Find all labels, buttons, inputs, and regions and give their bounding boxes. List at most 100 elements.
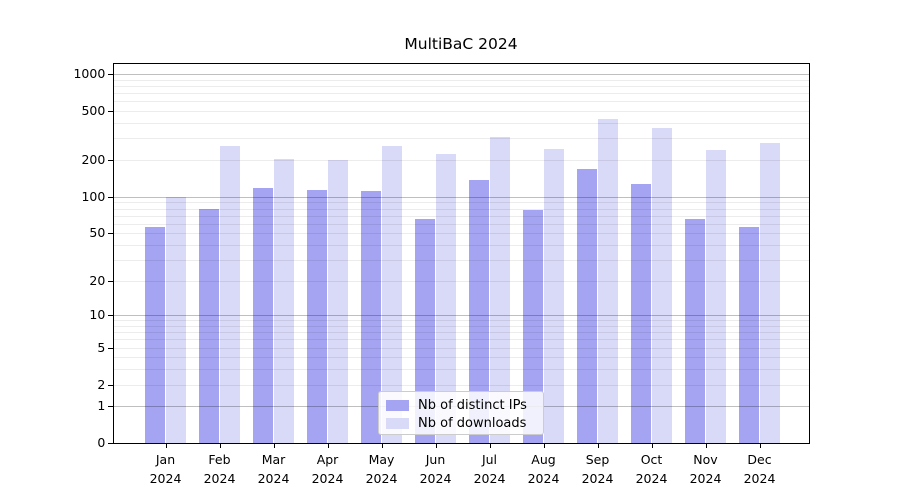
x-tick bbox=[273, 444, 275, 449]
bar-downloads-aug bbox=[543, 149, 565, 444]
y-tick bbox=[108, 196, 114, 198]
bar-downloads-jun bbox=[435, 153, 457, 444]
minor-gridline bbox=[113, 202, 810, 204]
x-tick bbox=[435, 444, 437, 449]
x-tick bbox=[219, 444, 221, 449]
y-tick bbox=[108, 384, 114, 386]
bar-downloads-mar bbox=[273, 158, 295, 444]
x-tick-label: Oct 2024 bbox=[635, 452, 668, 486]
bar-downloads-nov bbox=[705, 150, 727, 444]
x-tick-label: Dec 2024 bbox=[743, 452, 776, 486]
x-tick-label: Apr 2024 bbox=[311, 452, 344, 486]
y-tick-label: 200 bbox=[81, 151, 106, 167]
y-tick bbox=[108, 111, 114, 113]
minor-gridline bbox=[113, 339, 810, 341]
bar-downloads-sep bbox=[597, 119, 619, 444]
y-tick-label: 100 bbox=[81, 188, 106, 204]
y-tick-label: 1 bbox=[97, 398, 106, 414]
x-tick bbox=[759, 444, 761, 449]
bar-downloads-may bbox=[381, 145, 403, 444]
bar-ips-apr bbox=[306, 190, 328, 444]
x-tick-label: Jun 2024 bbox=[419, 452, 452, 486]
bar-ips-aug bbox=[522, 209, 544, 444]
x-tick-label: Nov 2024 bbox=[689, 452, 722, 486]
top-spine bbox=[113, 63, 810, 64]
legend-label-downloads: Nb of downloads bbox=[418, 416, 527, 431]
bar-ips-nov bbox=[684, 219, 706, 444]
bar-ips-may bbox=[360, 190, 382, 444]
y-tick-label: 2 bbox=[97, 376, 106, 392]
minor-gridline bbox=[113, 208, 810, 210]
major-gridline bbox=[113, 196, 810, 198]
bar-ips-oct bbox=[630, 184, 652, 444]
y-tick bbox=[108, 233, 114, 235]
minor-gridline bbox=[113, 280, 810, 282]
minor-gridline bbox=[113, 79, 810, 81]
x-tick bbox=[489, 444, 491, 449]
bar-ips-sep bbox=[576, 169, 598, 444]
minor-gridline bbox=[113, 357, 810, 359]
minor-gridline bbox=[113, 223, 810, 225]
x-tick-label: Jan 2024 bbox=[149, 452, 182, 486]
y-tick bbox=[108, 74, 114, 76]
y-tick-label: 0 bbox=[97, 435, 106, 451]
minor-gridline bbox=[113, 384, 810, 386]
y-tick bbox=[108, 406, 114, 408]
bar-ips-jul bbox=[468, 180, 490, 444]
minor-gridline bbox=[113, 93, 810, 95]
bar-ips-jan bbox=[144, 227, 166, 444]
minor-gridline bbox=[113, 369, 810, 371]
bar-downloads-feb bbox=[219, 145, 241, 444]
bottom-spine bbox=[113, 443, 811, 445]
x-tick-label: Jul 2024 bbox=[473, 452, 506, 486]
x-tick-label: Sep 2024 bbox=[581, 452, 614, 486]
major-gridline bbox=[113, 74, 810, 76]
bar-downloads-apr bbox=[327, 159, 349, 444]
y-tick bbox=[108, 347, 114, 349]
right-spine bbox=[809, 63, 811, 444]
x-tick-label: May 2024 bbox=[365, 452, 398, 486]
minor-gridline bbox=[113, 233, 810, 235]
bar-ips-feb bbox=[198, 208, 220, 444]
minor-gridline bbox=[113, 320, 810, 322]
legend-swatch-distinct-ips bbox=[386, 400, 409, 411]
x-tick bbox=[327, 444, 329, 449]
y-tick-label: 1000 bbox=[73, 66, 106, 82]
legend-item-distinct-ips: Nb of distinct IPs bbox=[386, 397, 535, 414]
minor-gridline bbox=[113, 86, 810, 88]
chart-title: MultiBaC 2024 bbox=[404, 35, 518, 53]
bar-downloads-dec bbox=[759, 142, 781, 444]
x-tick bbox=[651, 444, 653, 449]
bar-downloads-oct bbox=[651, 127, 673, 444]
y-tick bbox=[108, 159, 114, 161]
y-tick-label: 10 bbox=[89, 307, 106, 323]
legend-item-downloads: Nb of downloads bbox=[386, 415, 535, 432]
y-tick-label: 50 bbox=[89, 225, 106, 241]
minor-gridline bbox=[113, 215, 810, 217]
x-tick bbox=[381, 444, 383, 449]
x-tick-label: Mar 2024 bbox=[257, 452, 290, 486]
minor-gridline bbox=[113, 244, 810, 246]
bar-downloads-jul bbox=[489, 136, 511, 444]
x-tick bbox=[705, 444, 707, 449]
minor-gridline bbox=[113, 138, 810, 140]
y-tick bbox=[108, 280, 114, 282]
major-gridline bbox=[113, 315, 810, 317]
x-tick-label: Aug 2024 bbox=[527, 452, 560, 486]
legend-label-distinct-ips: Nb of distinct IPs bbox=[418, 398, 527, 413]
bar-ips-mar bbox=[252, 187, 274, 444]
y-tick-label: 5 bbox=[97, 339, 106, 355]
y-tick bbox=[108, 443, 114, 445]
x-tick bbox=[597, 444, 599, 449]
x-tick bbox=[165, 444, 167, 449]
minor-gridline bbox=[113, 259, 810, 261]
left-spine bbox=[113, 63, 115, 444]
y-tick bbox=[108, 315, 114, 317]
minor-gridline bbox=[113, 332, 810, 334]
bar-downloads-jan bbox=[165, 196, 187, 444]
legend: Nb of distinct IPs Nb of downloads bbox=[378, 391, 544, 435]
